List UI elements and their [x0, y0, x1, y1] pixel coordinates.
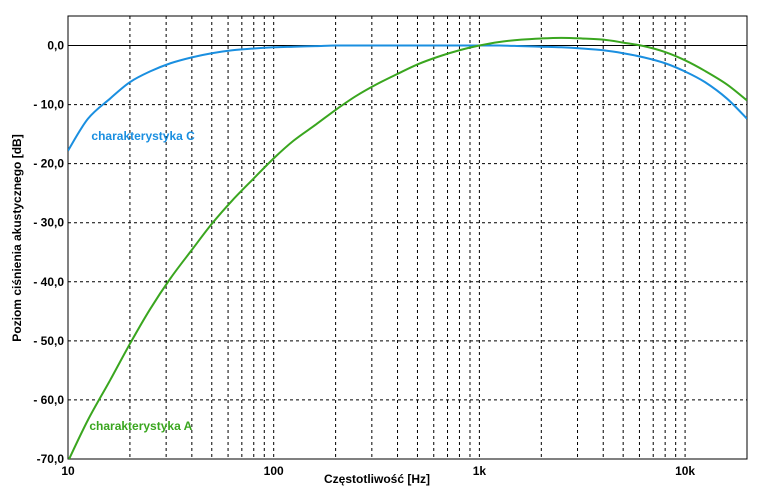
y-axis-title: Poziom ciśnienia akustycznego [dB] [10, 134, 24, 341]
y-tick-label: - 50,0 [33, 334, 64, 348]
series-label-2: charakterystyka A [89, 419, 192, 433]
series-layer [68, 36, 747, 459]
series-line-1 [68, 44, 747, 152]
series-line-2 [68, 36, 747, 459]
grid-layer [68, 16, 747, 459]
x-tick-label: 1k [473, 464, 487, 478]
tick-layer: 0,0 - 10,0 - 20,0 - 30,0 - 40,0 - 50,0 - 60,0 -… [33, 39, 695, 478]
x-axis-title: Częstotliwość [Hz] [324, 472, 430, 486]
y-tick-label: - 40,0 [33, 275, 64, 289]
x-tick-label: 100 [264, 464, 284, 478]
y-tick-label: 0,0 [47, 39, 64, 53]
plot-area [67, 15, 748, 460]
y-tick-label: - 10,0 [33, 98, 64, 112]
x-tick-label: 10k [675, 464, 695, 478]
series-label-layer: charakterystyka C charakterystyka A [89, 129, 195, 433]
y-tick-label: - 30,0 [33, 216, 64, 230]
y-tick-label: - 20,0 [33, 157, 64, 171]
y-tick-label: -70,0 [37, 452, 65, 466]
series-label-1: charakterystyka C [91, 129, 195, 143]
x-tick-label: 10 [61, 464, 75, 478]
y-tick-label: - 60,0 [33, 393, 64, 407]
